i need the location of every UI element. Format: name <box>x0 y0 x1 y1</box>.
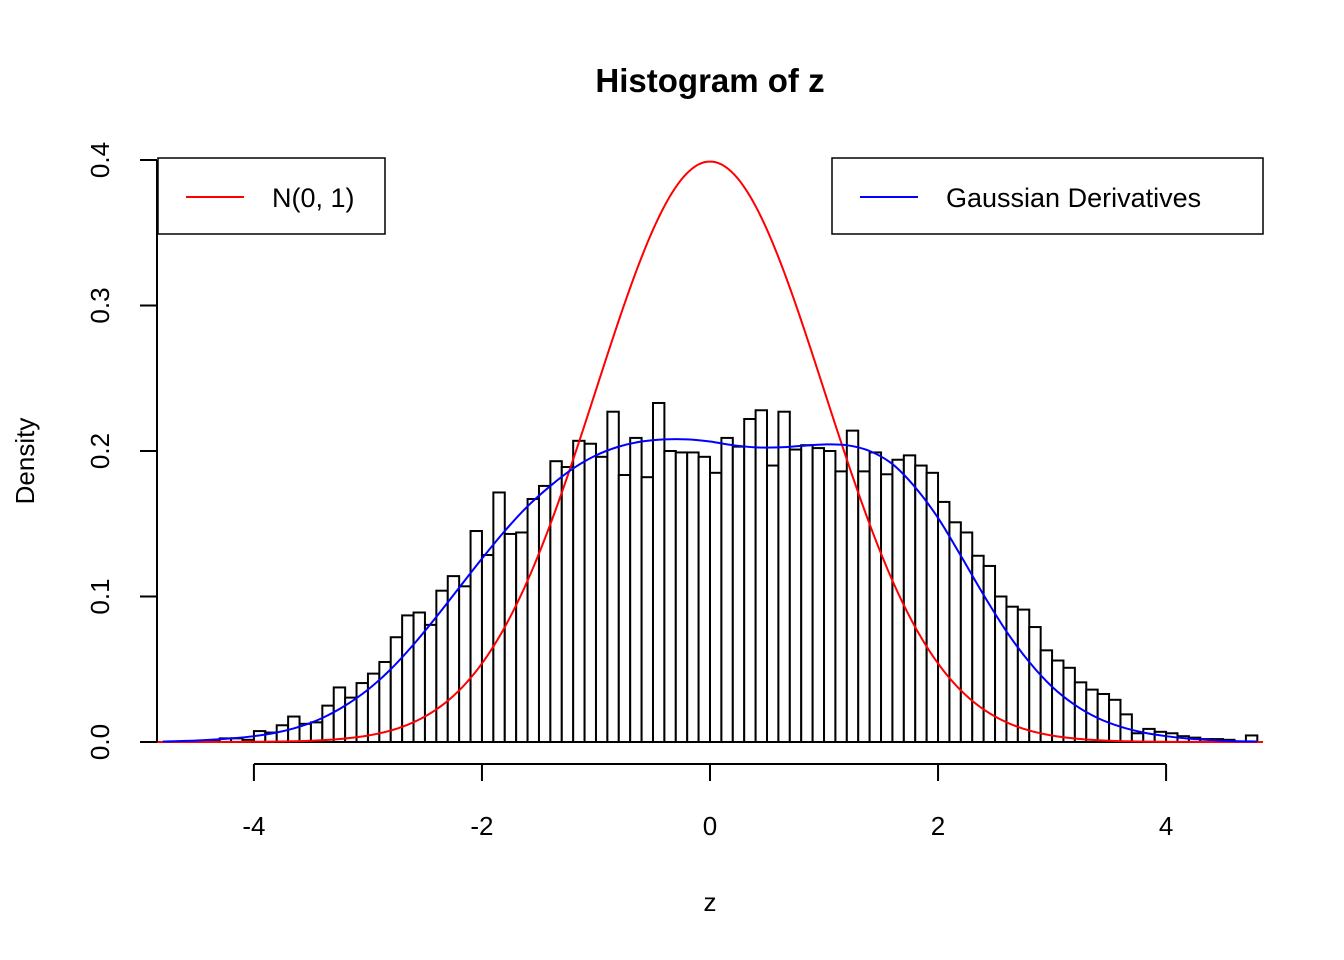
y-tick-label: 0.3 <box>85 287 115 323</box>
histogram-bar <box>389 636 404 743</box>
histogram-bar <box>503 532 518 743</box>
chart-title: Histogram of z <box>595 62 824 99</box>
histogram-bar <box>594 455 609 743</box>
histogram-bar <box>332 686 347 744</box>
histogram-bar <box>777 410 791 743</box>
legend-gaussian-derivatives-label: Gaussian Derivatives <box>946 183 1201 213</box>
x-tick-label: 4 <box>1159 811 1173 841</box>
histogram-bar <box>1142 727 1156 744</box>
x-tick-label: -2 <box>470 811 493 841</box>
histogram-bar <box>823 450 837 743</box>
histogram-bars <box>157 401 1263 744</box>
histogram-bar <box>937 500 951 744</box>
histogram-bar <box>469 530 483 744</box>
histogram-bar <box>766 464 780 743</box>
histogram-bar <box>925 471 940 743</box>
histogram-bar <box>811 447 826 743</box>
histogram-bar <box>526 498 540 744</box>
histogram-bar <box>868 451 883 743</box>
histogram-bar <box>1039 649 1054 744</box>
histogram-bar <box>914 464 928 743</box>
histogram-bar <box>275 724 290 744</box>
histogram-bar <box>537 484 552 743</box>
y-tick-label: 0.2 <box>85 433 115 469</box>
histogram-bar <box>674 451 689 743</box>
histogram-bar <box>617 474 632 743</box>
histogram-bar <box>720 436 734 743</box>
histogram-bar <box>902 454 917 743</box>
y-tick-label: 0.0 <box>85 724 115 760</box>
histogram-bar <box>788 448 803 743</box>
histogram-bar <box>709 471 723 743</box>
legend-gaussian-derivatives: Gaussian Derivatives <box>831 157 1264 235</box>
histogram-bar <box>880 473 894 743</box>
y-axis: 0.0 0.1 0.2 0.3 0.4 <box>85 142 158 760</box>
x-axis-label: z <box>704 887 717 917</box>
x-tick-label: -4 <box>242 811 265 841</box>
histogram-bar <box>1005 605 1019 743</box>
histogram-bar <box>1016 608 1031 743</box>
histogram-bar <box>651 401 666 743</box>
histogram-bar <box>754 409 769 743</box>
histogram-bar <box>629 436 643 743</box>
histogram-bar <box>731 445 746 743</box>
histogram-bar <box>492 491 506 743</box>
density-curves <box>157 160 1263 743</box>
histogram-bar <box>560 466 575 743</box>
legend-normal-label: N(0, 1) <box>272 183 355 213</box>
y-tick-label: 0.4 <box>85 142 115 178</box>
histogram-bar <box>423 623 438 743</box>
histogram-bar <box>800 444 814 743</box>
histogram-bar <box>857 470 871 743</box>
legend-normal: N(0, 1) <box>157 157 386 235</box>
y-tick-label: 0.1 <box>85 578 115 614</box>
gaussian-derivatives-curve-line <box>162 438 1258 743</box>
histogram-bar <box>309 721 324 743</box>
normal-curve-line <box>157 160 1263 743</box>
histogram-bar <box>1051 659 1065 744</box>
histogram-bar <box>321 704 335 744</box>
histogram-bar <box>572 439 586 743</box>
histogram-bar <box>549 460 563 743</box>
histogram-bar <box>515 531 529 743</box>
y-axis-label: Density <box>10 418 40 505</box>
x-tick-label: 2 <box>931 811 945 841</box>
histogram-bar <box>743 417 757 743</box>
x-axis: -4 -2 0 2 4 <box>242 763 1173 841</box>
histogram-bar <box>583 442 597 743</box>
histogram-bar <box>1028 626 1042 743</box>
histogram-bar <box>458 585 472 743</box>
histogram-bar <box>834 470 848 743</box>
x-tick-label: 0 <box>703 811 717 841</box>
histogram-bar <box>697 455 711 743</box>
histogram-bar <box>640 476 654 743</box>
histogram-bar <box>1108 698 1122 743</box>
histogram-bar <box>663 450 677 743</box>
histogram-bar <box>948 521 962 743</box>
histogram-bar <box>686 451 700 743</box>
histogram-bar <box>606 410 620 743</box>
